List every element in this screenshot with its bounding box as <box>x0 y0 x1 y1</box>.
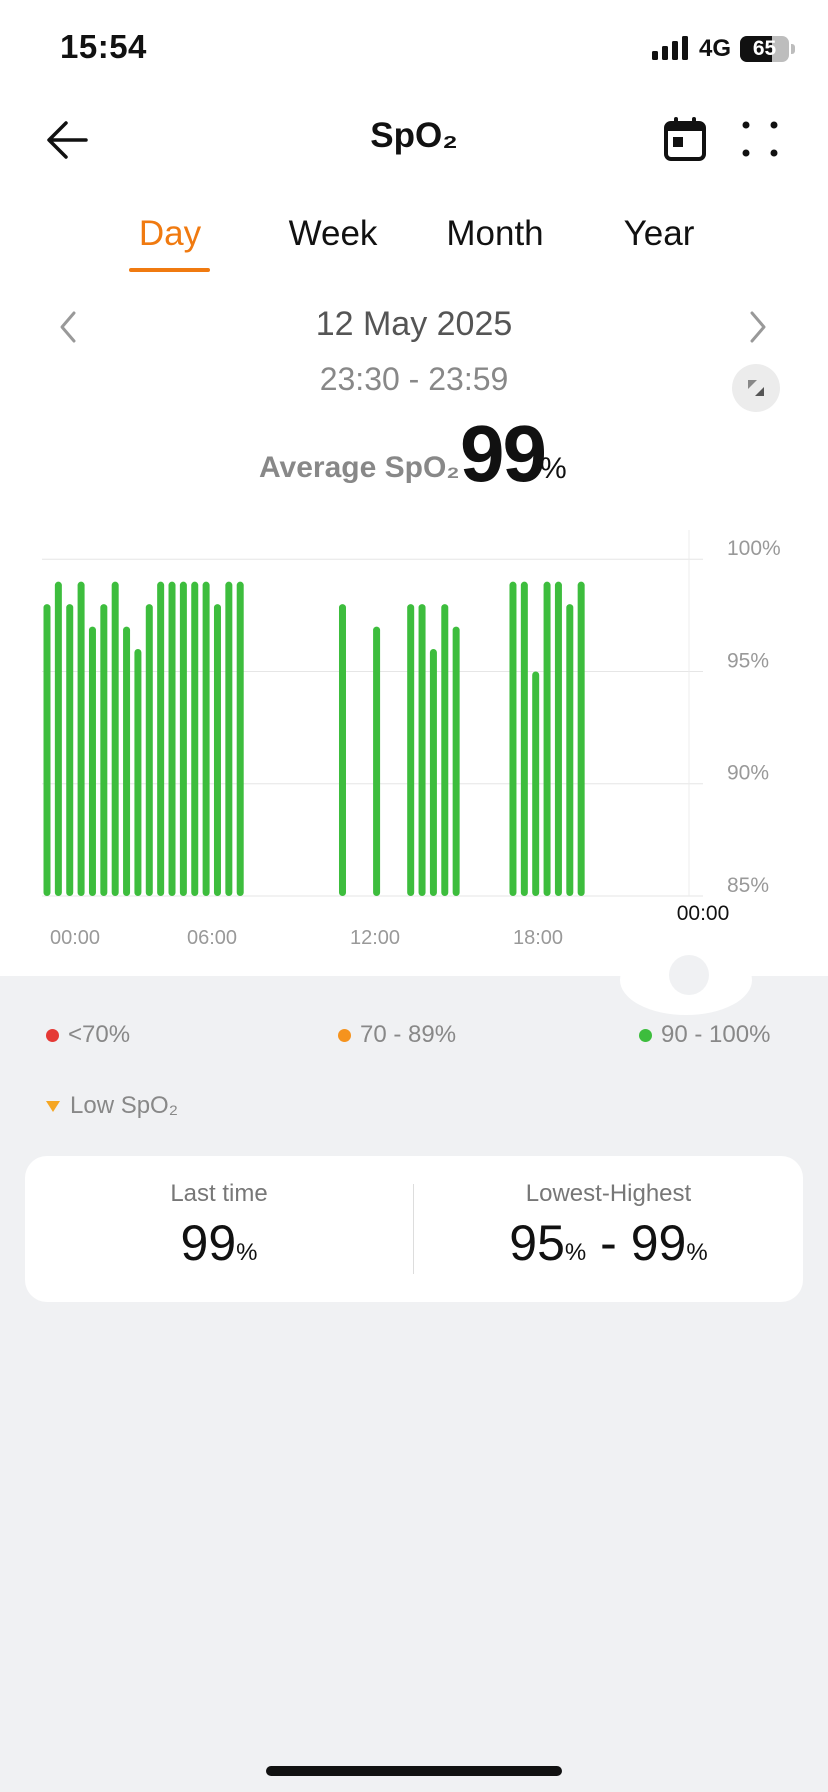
x-tick-label: 00:00 <box>50 927 100 949</box>
low-spo2-label: Low SpO₂ <box>70 1092 179 1119</box>
battery-icon: 65 <box>740 36 796 62</box>
last-time-label: Last time <box>170 1180 268 1207</box>
average-unit: % <box>540 452 567 485</box>
y-tick-label: 100% <box>727 537 781 560</box>
time-range-label: 23:30 - 23:59 <box>319 361 509 397</box>
chart-bar <box>236 581 244 896</box>
chart-bar <box>168 581 176 896</box>
chart-bar <box>577 581 585 896</box>
triangle-down-icon <box>46 1100 60 1112</box>
chart-bar <box>225 581 233 896</box>
spo2-bar-chart[interactable]: 100% 95% 90% 85% 00:00 06:00 12:00 18:00 00:00 <box>0 520 828 960</box>
chart-bar <box>43 604 51 896</box>
network-type: 4G <box>699 35 732 62</box>
chevron-right-icon[interactable] <box>740 306 774 348</box>
chart-bar <box>157 581 165 896</box>
battery-level-fill <box>740 36 772 62</box>
battery-percent: 65 <box>752 37 777 60</box>
legend-dot-orange <box>338 1028 351 1042</box>
chart-bar <box>100 604 108 896</box>
chart-bar <box>123 626 131 896</box>
tab-month[interactable]: Month <box>446 214 544 253</box>
expand-icon <box>748 380 764 396</box>
average-label: Average SpO₂ <box>259 451 460 484</box>
chart-bar <box>66 604 74 896</box>
chart-bar <box>532 671 540 896</box>
legend-item-mid: 70 - 89% <box>338 1021 456 1049</box>
selected-time-label: 00:00 <box>677 902 730 925</box>
chart-bar <box>554 581 562 896</box>
legend-label: 70 - 89% <box>360 1021 457 1048</box>
calendar-icon[interactable] <box>660 114 712 166</box>
chart-bar <box>566 604 574 896</box>
chart-bar <box>429 649 437 896</box>
chart-bar <box>111 581 119 896</box>
chart-bar <box>179 581 187 896</box>
chart-bar <box>134 649 142 896</box>
average-value: 99 <box>460 409 547 498</box>
card-divider <box>413 1184 414 1274</box>
chart-bar <box>543 581 551 896</box>
expand-button[interactable] <box>732 364 780 412</box>
y-tick-label: 85% <box>727 874 769 897</box>
chart-bar <box>145 604 153 896</box>
active-tab-indicator <box>129 268 210 272</box>
tab-day[interactable]: Day <box>138 214 202 253</box>
legend-dot-green <box>639 1028 652 1042</box>
chart-bar <box>509 581 517 896</box>
chart-bar <box>88 626 96 896</box>
status-time: 15:54 <box>60 28 147 65</box>
y-tick-label: 95% <box>727 649 769 672</box>
legend-dot-red <box>46 1028 59 1042</box>
x-tick-label: 18:00 <box>513 927 563 949</box>
chart-bar <box>191 581 199 896</box>
chart-bar <box>338 604 346 896</box>
chart-bar <box>213 604 221 896</box>
legend-label: <70% <box>68 1021 131 1048</box>
back-arrow-icon[interactable] <box>40 112 96 168</box>
chart-bar <box>418 604 426 896</box>
y-tick-label: 90% <box>727 762 769 785</box>
x-tick-label: 12:00 <box>350 927 400 949</box>
home-indicator[interactable] <box>266 1766 562 1776</box>
range-value: 95% - 99% <box>509 1215 708 1271</box>
range-label: Lowest-Highest <box>525 1180 692 1207</box>
more-dots-icon[interactable] <box>734 114 786 166</box>
last-time-value: 99% <box>180 1215 258 1271</box>
legend-item-high: 90 - 100% <box>639 1021 770 1049</box>
chevron-left-icon[interactable] <box>52 306 86 348</box>
tab-week[interactable]: Week <box>288 214 378 253</box>
chart-bar <box>373 626 381 896</box>
chart-bar <box>452 626 460 896</box>
chart-bar <box>202 581 210 896</box>
chart-bar <box>407 604 415 896</box>
chart-bar <box>77 581 85 896</box>
page-title: SpO₂ <box>370 116 458 155</box>
chart-bar <box>441 604 449 896</box>
date-label: 12 May 2025 <box>315 305 513 343</box>
x-tick-label: 06:00 <box>187 927 237 949</box>
stats-card: Last time 99% Lowest-Highest 95% - 99% <box>25 1156 803 1302</box>
low-spo2-legend: Low SpO₂ <box>46 1092 178 1120</box>
chart-bar <box>520 581 528 896</box>
chart-scrub-handle[interactable] <box>669 955 709 995</box>
signal-icon <box>652 36 688 60</box>
legend-label: 90 - 100% <box>661 1021 771 1048</box>
legend-item-low: <70% <box>46 1021 130 1049</box>
chart-bar <box>54 581 62 896</box>
tab-year[interactable]: Year <box>623 214 695 253</box>
